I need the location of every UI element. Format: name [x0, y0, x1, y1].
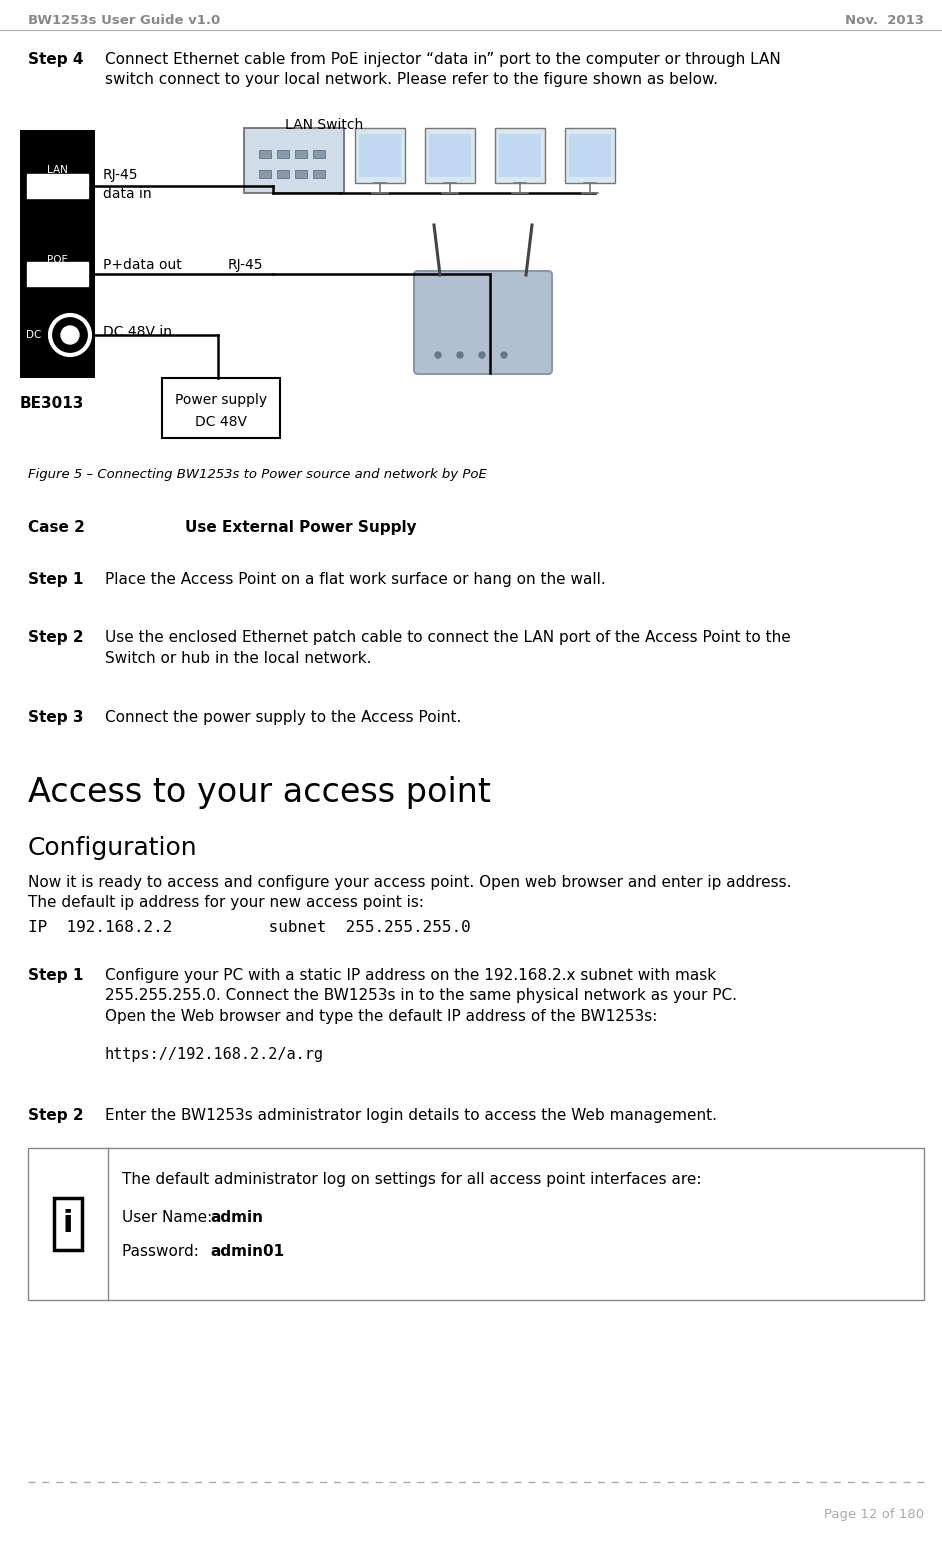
Bar — [295, 170, 307, 179]
Text: The default administrator log on settings for all access point interfaces are:: The default administrator log on setting… — [122, 1173, 702, 1187]
Circle shape — [479, 351, 485, 358]
Text: Step 3: Step 3 — [28, 710, 84, 724]
Bar — [54, 1197, 82, 1250]
Text: Place the Access Point on a flat work surface or hang on the wall.: Place the Access Point on a flat work su… — [105, 572, 606, 587]
Bar — [20, 129, 95, 378]
Circle shape — [435, 351, 441, 358]
Bar — [28, 1148, 924, 1301]
Text: User Name:: User Name: — [122, 1210, 217, 1225]
Text: Connect Ethernet cable from PoE injector “data in” port to the computer or throu: Connect Ethernet cable from PoE injector… — [105, 52, 781, 86]
Text: Step 4: Step 4 — [28, 52, 84, 66]
Text: DC: DC — [26, 330, 41, 341]
Text: data in: data in — [103, 186, 152, 200]
Text: Page 12 of 180: Page 12 of 180 — [824, 1509, 924, 1521]
Text: Enter the BW1253s administrator login details to access the Web management.: Enter the BW1253s administrator login de… — [105, 1108, 717, 1123]
Bar — [429, 134, 471, 177]
Text: LAN: LAN — [47, 165, 68, 176]
Text: RJ-45: RJ-45 — [228, 257, 264, 273]
Text: LAN Switch: LAN Switch — [285, 119, 364, 133]
Text: Step 1: Step 1 — [28, 572, 84, 587]
Text: DC 48V in: DC 48V in — [103, 325, 172, 339]
Text: Now it is ready to access and configure your access point. Open web browser and : Now it is ready to access and configure … — [28, 875, 791, 911]
Bar — [244, 128, 344, 193]
Text: Step 2: Step 2 — [28, 630, 84, 646]
FancyBboxPatch shape — [414, 271, 552, 374]
Text: Case 2: Case 2 — [28, 519, 85, 535]
Circle shape — [457, 351, 463, 358]
Bar — [313, 170, 325, 179]
Bar — [162, 378, 280, 438]
Text: Use the enclosed Ethernet patch cable to connect the LAN port of the Access Poin: Use the enclosed Ethernet patch cable to… — [105, 630, 790, 666]
Circle shape — [501, 351, 507, 358]
Text: Access to your access point: Access to your access point — [28, 777, 491, 809]
Bar — [359, 134, 401, 177]
Bar — [313, 149, 325, 159]
Bar — [565, 128, 615, 183]
Text: https://192.168.2.2/a.rg: https://192.168.2.2/a.rg — [105, 1046, 324, 1062]
Text: Configuration: Configuration — [28, 837, 198, 860]
Text: Nov.  2013: Nov. 2013 — [845, 14, 924, 28]
Bar — [259, 170, 271, 179]
Text: i: i — [63, 1210, 73, 1239]
Text: Step 1: Step 1 — [28, 968, 84, 983]
Text: Step 2: Step 2 — [28, 1108, 84, 1123]
Text: Password:: Password: — [122, 1244, 214, 1259]
Bar — [569, 134, 611, 177]
Bar — [277, 170, 289, 179]
Bar — [27, 174, 88, 197]
Bar — [499, 134, 541, 177]
Text: Power supply: Power supply — [175, 393, 268, 407]
Text: admin01: admin01 — [210, 1244, 284, 1259]
Text: RJ-45: RJ-45 — [103, 168, 138, 182]
Text: Configure your PC with a static IP address on the 192.168.2.x subnet with mask
2: Configure your PC with a static IP addre… — [105, 968, 737, 1023]
Text: Use External Power Supply: Use External Power Supply — [185, 519, 416, 535]
Bar — [277, 149, 289, 159]
Text: DC 48V: DC 48V — [195, 415, 247, 428]
Text: Connect the power supply to the Access Point.: Connect the power supply to the Access P… — [105, 710, 462, 724]
Bar — [425, 128, 475, 183]
Bar — [495, 128, 545, 183]
Bar — [27, 262, 88, 287]
Text: P+data out: P+data out — [103, 257, 182, 273]
Bar — [355, 128, 405, 183]
Text: POE: POE — [47, 254, 68, 265]
Text: BW1253s User Guide v1.0: BW1253s User Guide v1.0 — [28, 14, 220, 28]
Text: Figure 5 – Connecting BW1253s to Power source and network by PoE: Figure 5 – Connecting BW1253s to Power s… — [28, 468, 487, 481]
Text: BE3013: BE3013 — [20, 396, 85, 411]
Bar — [259, 149, 271, 159]
Text: IP  192.168.2.2          subnet  255.255.255.0: IP 192.168.2.2 subnet 255.255.255.0 — [28, 920, 471, 935]
Circle shape — [61, 327, 79, 344]
Bar — [295, 149, 307, 159]
Text: admin: admin — [210, 1210, 263, 1225]
